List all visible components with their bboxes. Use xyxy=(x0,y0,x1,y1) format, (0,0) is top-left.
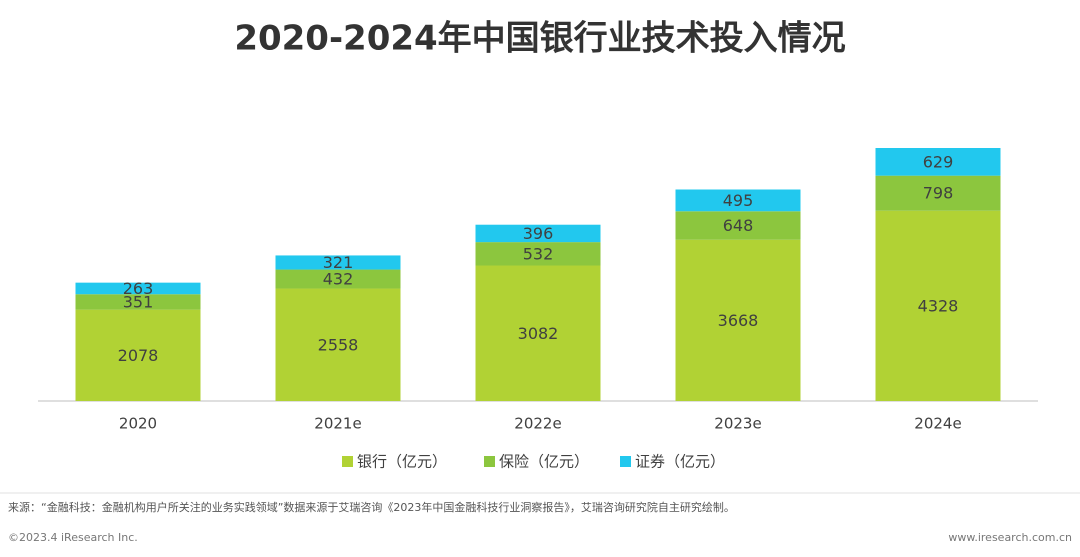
bar-segment xyxy=(75,309,201,401)
x-tick-label: 2021e xyxy=(314,415,361,433)
x-tick-label: 2022e xyxy=(514,415,561,433)
value-label: 432 xyxy=(323,270,354,289)
chart-title: 2020-2024年中国银行业技术投入情况 xyxy=(234,19,845,59)
source-note: 来源：“金融科技：金融机构用户所关注的业务实践领域”数据来源于艾瑞咨询《2023… xyxy=(8,500,735,514)
bar-segment xyxy=(475,265,601,401)
copyright: ©2023.4 iResearch Inc. xyxy=(8,531,138,544)
x-tick-label: 2024e xyxy=(914,415,961,433)
bar-segment xyxy=(75,282,201,295)
value-label: 3082 xyxy=(518,324,559,343)
value-label: 321 xyxy=(323,253,354,272)
bar-segment xyxy=(475,224,601,243)
bar-segment xyxy=(675,239,801,401)
bar-segment xyxy=(675,189,801,212)
value-label: 798 xyxy=(923,184,954,203)
legend-label: 证券（亿元） xyxy=(635,453,725,471)
bar-segment xyxy=(275,269,401,289)
legend-swatch xyxy=(620,456,631,467)
value-label: 3668 xyxy=(718,311,759,330)
bar-segment xyxy=(275,255,401,270)
legend-label: 银行（亿元） xyxy=(357,453,447,471)
website: www.iresearch.com.cn xyxy=(948,531,1072,544)
x-tick-label: 2020 xyxy=(119,415,157,433)
value-label: 2558 xyxy=(318,335,359,354)
bar-segment xyxy=(675,211,801,240)
bar-segment xyxy=(275,288,401,401)
bar-segment xyxy=(475,242,601,266)
value-label: 629 xyxy=(923,152,954,171)
bar-segment xyxy=(875,210,1001,401)
value-label: 648 xyxy=(723,216,754,235)
legend-swatch xyxy=(342,456,353,467)
value-label: 2078 xyxy=(118,346,159,365)
value-label: 495 xyxy=(723,191,754,210)
bar-segment xyxy=(875,175,1001,211)
value-label: 4328 xyxy=(918,296,959,315)
legend-swatch xyxy=(484,456,495,467)
bar-segment xyxy=(875,148,1001,176)
x-tick-label: 2023e xyxy=(714,415,761,433)
value-label: 263 xyxy=(123,279,154,298)
value-label: 396 xyxy=(523,224,554,243)
bar-segment xyxy=(75,294,201,310)
legend-label: 保险（亿元） xyxy=(499,453,589,471)
value-label: 351 xyxy=(123,292,154,311)
value-label: 532 xyxy=(523,244,554,263)
